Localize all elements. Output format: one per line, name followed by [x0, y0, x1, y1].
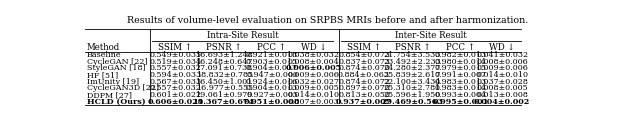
Text: 0.924±0.016: 0.924±0.016 [246, 78, 298, 86]
Text: 0.004±0.002: 0.004±0.002 [474, 98, 530, 106]
Text: 24.280±2.377: 24.280±2.377 [384, 64, 441, 72]
Text: PSNR ↑: PSNR ↑ [395, 43, 431, 52]
Text: 0.813±0.050: 0.813±0.050 [338, 91, 390, 99]
Text: HCLD (Ours): HCLD (Ours) [87, 98, 145, 106]
Text: 0.927±0.005: 0.927±0.005 [246, 91, 298, 99]
Text: 0.874±0.072: 0.874±0.072 [338, 78, 390, 86]
Text: 0.979±0.015: 0.979±0.015 [435, 64, 486, 72]
Text: 16.693±1.248: 16.693±1.248 [195, 51, 253, 59]
Text: CycleGAN [22]: CycleGAN [22] [87, 58, 148, 66]
Text: 0.557±0.032: 0.557±0.032 [150, 84, 202, 92]
Text: StyleGAN [18]: StyleGAN [18] [87, 64, 145, 72]
Text: 0.951±0.008: 0.951±0.008 [244, 98, 300, 106]
Text: 0.903±0.015: 0.903±0.015 [246, 58, 298, 66]
Text: 0.993±0.004: 0.993±0.004 [435, 91, 486, 99]
Text: 0.904±0.013: 0.904±0.013 [246, 84, 298, 92]
Text: 0.557±0.032: 0.557±0.032 [150, 64, 202, 72]
Text: 29.469±0.563: 29.469±0.563 [381, 98, 444, 106]
Text: 0.854±0.073: 0.854±0.073 [338, 51, 390, 59]
Text: DDPM [27]: DDPM [27] [87, 91, 132, 99]
Text: CycleGAN3D [22]: CycleGAN3D [22] [87, 84, 159, 92]
Text: 0.041±0.032: 0.041±0.032 [476, 51, 528, 59]
Text: ImUnity [19]: ImUnity [19] [87, 78, 139, 86]
Text: 0.519±0.034: 0.519±0.034 [149, 58, 202, 66]
Text: 17.091±0.738: 17.091±0.738 [196, 64, 253, 72]
Text: 0.904±0.017: 0.904±0.017 [246, 64, 298, 72]
Text: 19.061±0.979: 19.061±0.979 [195, 91, 253, 99]
Text: 0.006±0.005: 0.006±0.005 [285, 64, 342, 72]
Text: 19.367±0.674: 19.367±0.674 [193, 98, 255, 106]
Text: Baseline: Baseline [87, 51, 122, 59]
Text: SSIM ↑: SSIM ↑ [159, 43, 193, 52]
Text: 0.606±0.024: 0.606±0.024 [147, 98, 204, 106]
Text: PSNR ↑: PSNR ↑ [206, 43, 242, 52]
Text: 16.977±0.555: 16.977±0.555 [196, 84, 253, 92]
Text: 0.014±0.010: 0.014±0.010 [287, 91, 340, 99]
Text: 16.450±1.001: 16.450±1.001 [195, 78, 253, 86]
Text: 23.492±2.233: 23.492±2.233 [384, 58, 442, 66]
Text: PCC ↑: PCC ↑ [446, 43, 475, 52]
Text: PCC ↑: PCC ↑ [257, 43, 287, 52]
Text: 0.567±0.033: 0.567±0.033 [150, 78, 202, 86]
Text: 0.032±0.027: 0.032±0.027 [287, 78, 340, 86]
Text: Intra-Site Result: Intra-Site Result [207, 31, 278, 40]
Text: 0.009±0.006: 0.009±0.006 [287, 71, 340, 79]
Text: 0.008±0.004: 0.008±0.004 [288, 58, 339, 66]
Text: WD ↓: WD ↓ [489, 43, 515, 52]
Text: 0.038±0.032: 0.038±0.032 [287, 51, 340, 59]
Text: 0.980±0.014: 0.980±0.014 [435, 58, 486, 66]
Text: 25.596±1.950: 25.596±1.950 [384, 91, 441, 99]
Text: 0.549±0.035: 0.549±0.035 [150, 51, 202, 59]
Text: HF [51]: HF [51] [87, 71, 118, 79]
Text: 0.037±0.028: 0.037±0.028 [476, 78, 528, 86]
Text: Method: Method [87, 43, 120, 52]
Text: 0.884±0.063: 0.884±0.063 [338, 71, 390, 79]
Text: 0.991±0.007: 0.991±0.007 [435, 71, 486, 79]
Text: WD ↓: WD ↓ [301, 43, 326, 52]
Text: 0.014±0.010: 0.014±0.010 [476, 71, 528, 79]
Text: 0.008±0.005: 0.008±0.005 [476, 84, 528, 92]
Text: Inter-Site Result: Inter-Site Result [396, 31, 467, 40]
Text: 16.248±0.647: 16.248±0.647 [195, 58, 253, 66]
Text: 0.013±0.008: 0.013±0.008 [476, 91, 528, 99]
Text: 0.983±0.014: 0.983±0.014 [435, 84, 486, 92]
Text: 25.310±2.781: 25.310±2.781 [384, 84, 441, 92]
Text: 22.100±3.434: 22.100±3.434 [384, 78, 442, 86]
Text: SSIM ↑: SSIM ↑ [347, 43, 381, 52]
Text: 0.982±0.013: 0.982±0.013 [435, 51, 486, 59]
Text: 0.008±0.006: 0.008±0.006 [476, 58, 528, 66]
Text: 0.921±0.018: 0.921±0.018 [246, 51, 298, 59]
Text: 0.009±0.005: 0.009±0.005 [288, 84, 339, 92]
Text: 0.983±0.013: 0.983±0.013 [435, 78, 486, 86]
Text: 0.594±0.033: 0.594±0.033 [149, 71, 202, 79]
Text: 0.837±0.073: 0.837±0.073 [338, 58, 390, 66]
Text: 0.007±0.003: 0.007±0.003 [288, 98, 339, 106]
Text: 0.874±0.070: 0.874±0.070 [338, 64, 390, 72]
Text: 25.839±2.617: 25.839±2.617 [384, 71, 441, 79]
Text: Results of volume-level evaluation on SRPBS MRIs before and after harmonization.: Results of volume-level evaluation on SR… [127, 16, 529, 25]
Text: 0.897±0.070: 0.897±0.070 [338, 84, 390, 92]
Text: 0.009±0.006: 0.009±0.006 [476, 64, 528, 72]
Text: 0.937±0.007: 0.937±0.007 [336, 98, 392, 106]
Text: 0.947±0.000: 0.947±0.000 [246, 71, 298, 79]
Text: 0.995±0.001: 0.995±0.001 [432, 98, 488, 106]
Text: 0.601±0.022: 0.601±0.022 [149, 91, 202, 99]
Text: 21.754±3.533: 21.754±3.533 [384, 51, 441, 59]
Text: 18.832±0.785: 18.832±0.785 [196, 71, 253, 79]
